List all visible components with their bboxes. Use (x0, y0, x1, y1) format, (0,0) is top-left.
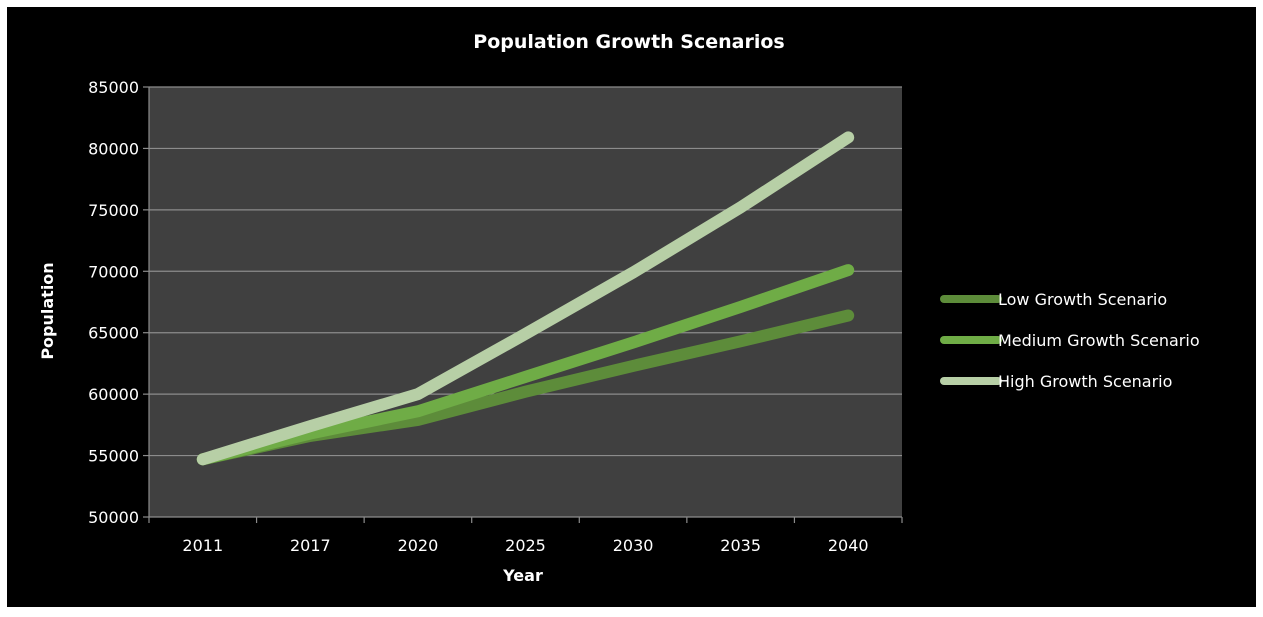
legend-label-1: Medium Growth Scenario (998, 331, 1200, 350)
x-tick-label-2020: 2020 (398, 536, 439, 555)
y-tick-label-75000: 75000 (88, 201, 139, 220)
x-tick-label-2017: 2017 (290, 536, 331, 555)
legend-label-2: High Growth Scenario (998, 372, 1172, 391)
y-tick-label-65000: 65000 (88, 324, 139, 343)
y-axis-tick-labels: 50000 55000 60000 65000 70000 75000 80000 85000 (88, 78, 139, 527)
x-tick-label-2011: 2011 (182, 536, 223, 555)
y-tick-label-70000: 70000 (88, 262, 139, 281)
x-axis-tick-labels: 2011 2017 2020 2025 2030 2035 2040 (182, 536, 868, 555)
series-lines (196, 131, 855, 466)
axes (143, 86, 903, 523)
y-axis-label: Population (38, 262, 57, 359)
y-tick-label-55000: 55000 (88, 447, 139, 466)
x-tick-label-2035: 2035 (720, 536, 761, 555)
x-tick-label-2025: 2025 (505, 536, 546, 555)
y-tick-label-85000: 85000 (88, 78, 139, 97)
legend: Low Growth Scenario Medium Growth Scenari… (940, 290, 1200, 391)
x-tick-label-2030: 2030 (613, 536, 654, 555)
series-line-2 (196, 131, 855, 466)
chart-container: Population Growth Scenarios 50000 55000 60… (7, 7, 1256, 607)
legend-label-0: Low Growth Scenario (998, 290, 1167, 309)
y-tick-label-50000: 50000 (88, 508, 139, 527)
line-chart: Population Growth Scenarios 50000 55000 60… (38, 31, 1200, 585)
series-line-1 (196, 264, 855, 466)
chart-title: Population Growth Scenarios (473, 31, 784, 53)
x-axis-label: Year (502, 566, 543, 585)
y-tick-label-60000: 60000 (88, 385, 139, 404)
x-tick-label-2040: 2040 (828, 536, 869, 555)
y-tick-label-80000: 80000 (88, 139, 139, 158)
